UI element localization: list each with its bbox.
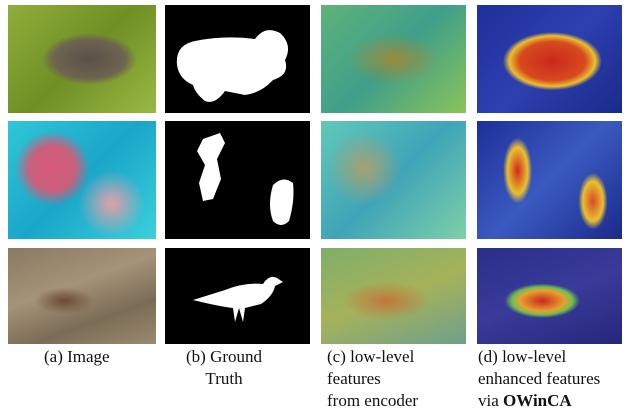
mask-shape [165, 5, 310, 113]
caption-line: Truth [186, 368, 262, 390]
caption-line: (d) low-level [478, 346, 600, 368]
feature-map [321, 248, 466, 344]
mask-bird [165, 248, 310, 344]
image-frog [8, 5, 156, 113]
mask-coral [165, 121, 310, 239]
caption-line: from encoder [327, 390, 418, 412]
feature-map [321, 121, 466, 239]
caption: (a) Image [44, 346, 110, 368]
caption-line: enhanced features [478, 368, 600, 390]
caption-line: (c) low-level [327, 346, 418, 368]
attention-map [477, 5, 622, 113]
image-coral [8, 121, 156, 239]
caption-bold: OWinCA [503, 391, 572, 410]
caption-line: (b) Ground [186, 346, 262, 368]
mask-frog [165, 5, 310, 113]
mask-shape [165, 121, 310, 239]
caption-line: features [327, 368, 418, 390]
attention-map [477, 248, 622, 344]
caption-line: (a) Image [44, 346, 110, 368]
caption-line: via OWinCA [478, 390, 600, 412]
feature-map [321, 5, 466, 113]
image-bird [8, 248, 156, 344]
mask-shape [165, 248, 310, 344]
figure: (a) Image (b) GroundTruth (c) low-levelf… [0, 0, 635, 419]
attention-map [477, 121, 622, 239]
caption-text: via [478, 391, 499, 410]
